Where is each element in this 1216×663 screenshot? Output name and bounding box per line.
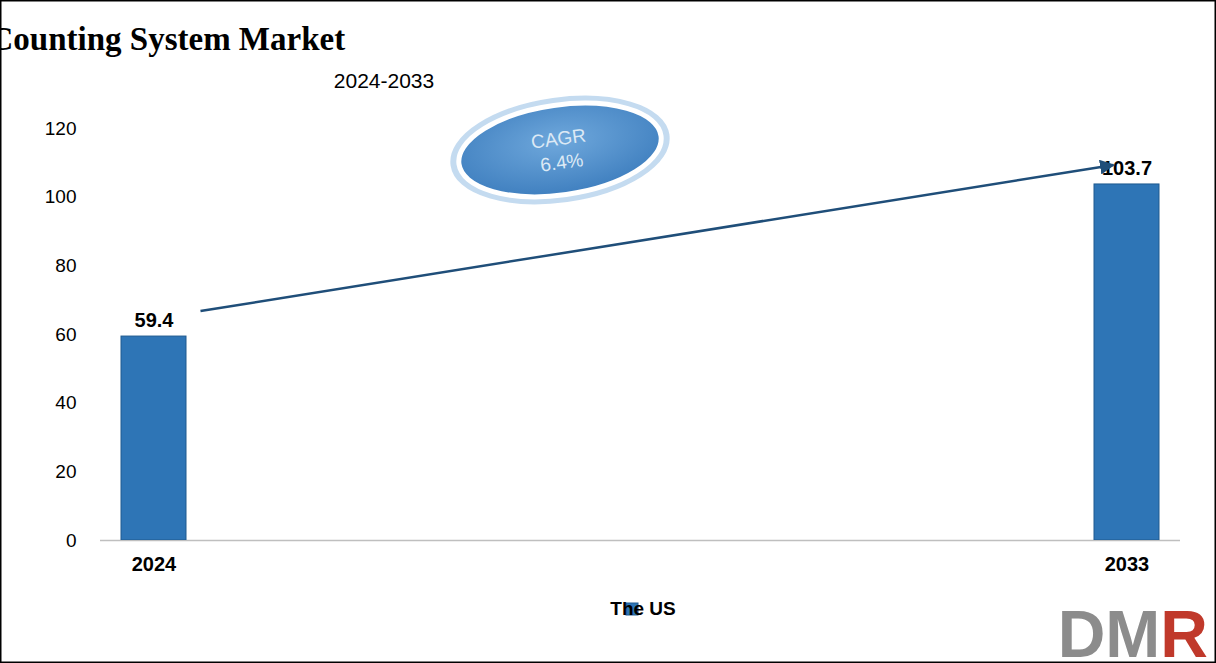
svg-text:20: 20: [55, 461, 76, 482]
svg-text:103.7: 103.7: [1102, 157, 1152, 179]
svg-text:2033: 2033: [1105, 553, 1150, 575]
svg-text:100: 100: [45, 186, 77, 207]
svg-text:80: 80: [55, 255, 76, 276]
svg-text:2024-2033: 2024-2033: [334, 69, 434, 92]
svg-text:6.4%: 6.4%: [539, 149, 585, 176]
svg-text:2024: 2024: [132, 553, 177, 575]
svg-text:DMR: DMR: [1058, 597, 1208, 663]
svg-text:60: 60: [55, 324, 76, 345]
svg-text:CAGR: CAGR: [529, 124, 587, 153]
svg-text:59.4: 59.4: [135, 309, 175, 331]
svg-text:The US: The US: [610, 598, 675, 619]
svg-text:120: 120: [45, 118, 77, 139]
svg-text:0: 0: [66, 530, 77, 551]
svg-text:The US Sponge Counting System: The US Sponge Counting System Market: [0, 21, 345, 57]
svg-text:40: 40: [55, 392, 76, 413]
